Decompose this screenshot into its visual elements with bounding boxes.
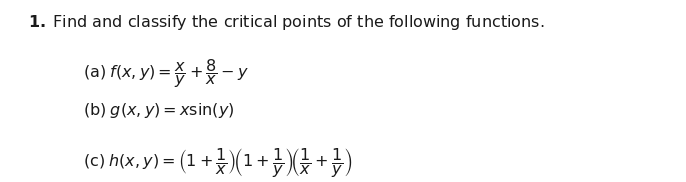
Text: $\mathrm{(a)}\; f(x,y) = \dfrac{x}{y} + \dfrac{8}{x} - y$: $\mathrm{(a)}\; f(x,y) = \dfrac{x}{y} + …	[82, 58, 249, 90]
Text: $\mathrm{(c)}\; h(x,y) = \left(1+\dfrac{1}{x}\right)\!\left(1+\dfrac{1}{y}\right: $\mathrm{(c)}\; h(x,y) = \left(1+\dfrac{…	[82, 146, 352, 179]
Text: $\mathbf{1.}$$\;\mathrm{Find\ and\ classify\ the\ critical\ points\ of\ the\ fol: $\mathbf{1.}$$\;\mathrm{Find\ and\ class…	[29, 13, 545, 32]
Text: $\mathrm{(b)}\; g(x,y) = x\sin(y)$: $\mathrm{(b)}\; g(x,y) = x\sin(y)$	[82, 101, 234, 120]
